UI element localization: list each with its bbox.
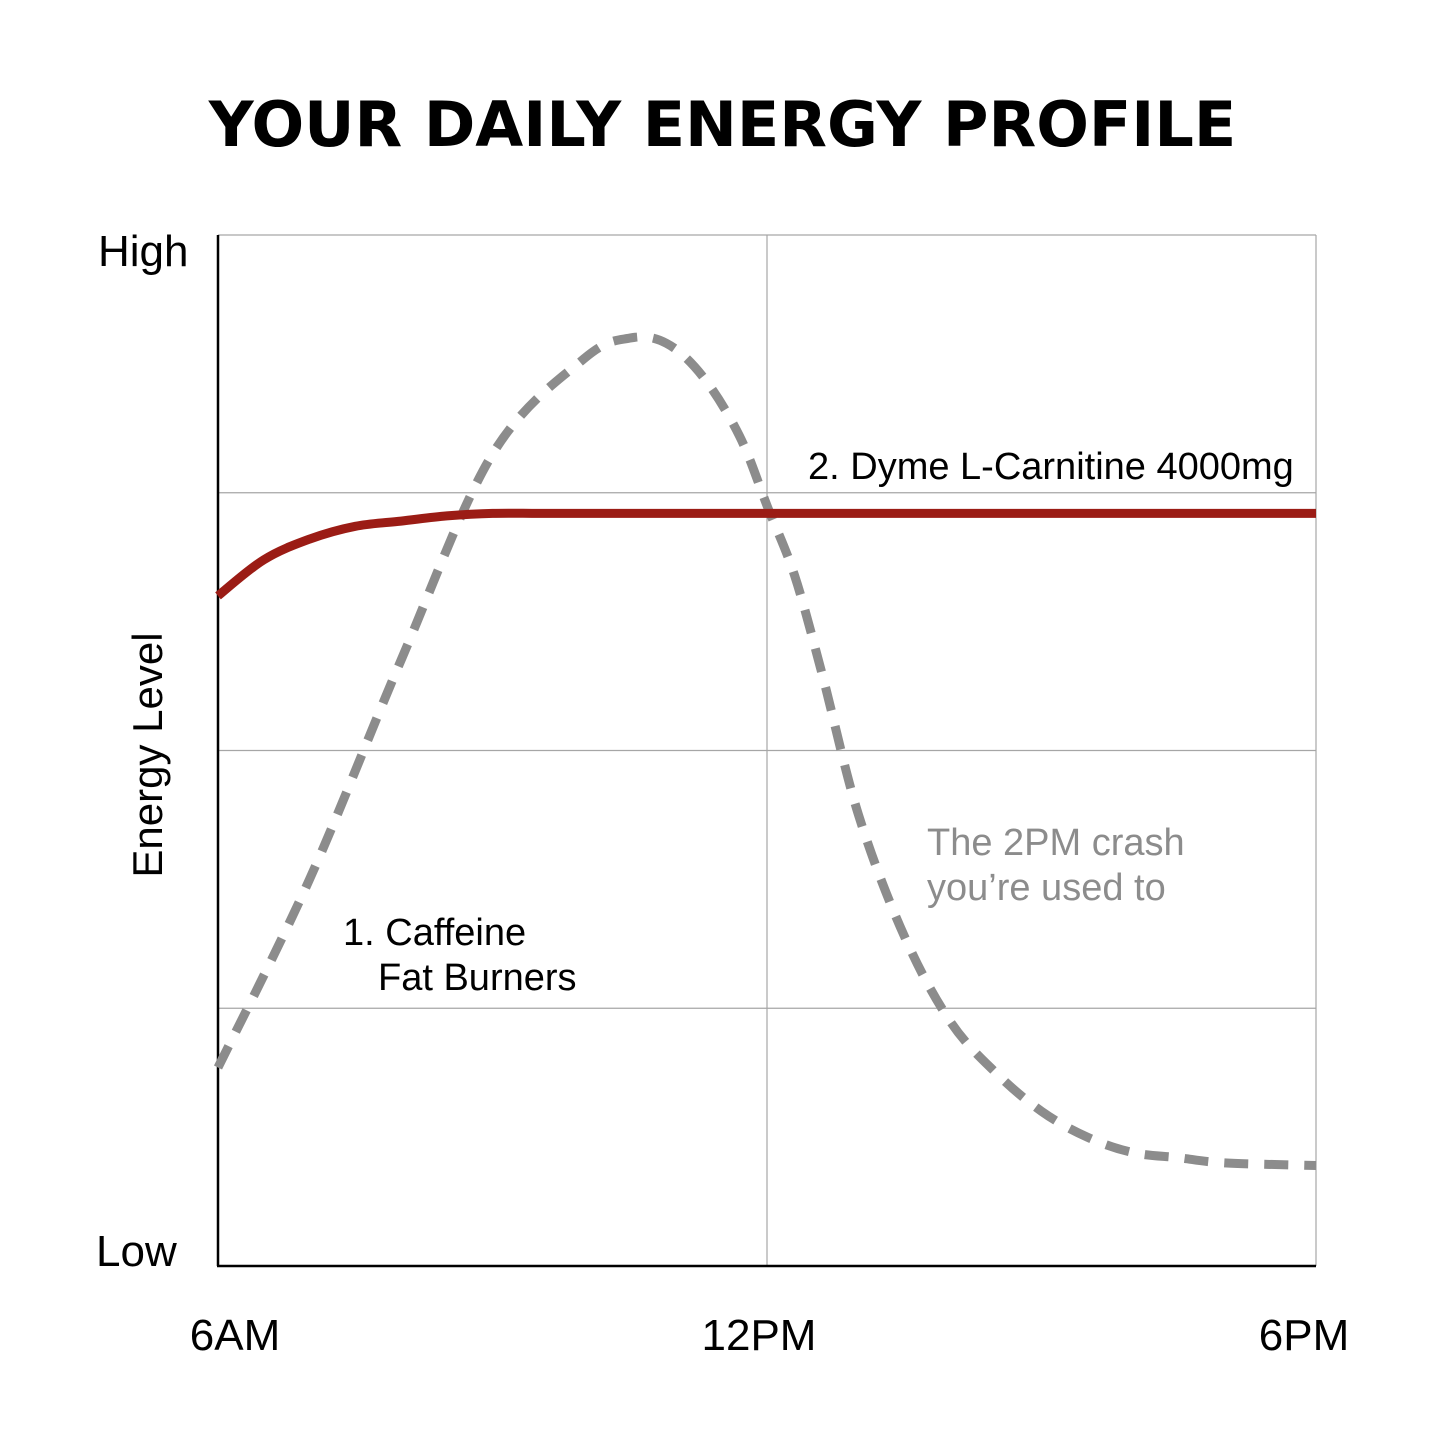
- series-line-carnitine: [215, 508, 1316, 600]
- series-layer: [213, 332, 1317, 1170]
- series-line-caffeine: [213, 332, 1317, 1170]
- y-tick-label-high: High: [98, 227, 189, 276]
- annotation-caffeine-line1: 1. Caffeine: [343, 912, 526, 954]
- y-axis-label: Energy Level: [124, 632, 171, 877]
- annotation-caffeine-line2: Fat Burners: [378, 957, 577, 999]
- x-tick-label-6pm: 6PM: [1259, 1311, 1349, 1360]
- chart-title: YOUR DAILY ENERGY PROFILE: [208, 88, 1237, 161]
- x-tick-label-12pm: 12PM: [702, 1311, 817, 1360]
- axes: [216, 235, 1316, 1268]
- x-tick-label-6am: 6AM: [190, 1311, 280, 1360]
- annotation-crash-line2: you’re used to: [927, 867, 1166, 909]
- annotation-crash-line1: The 2PM crash: [927, 822, 1185, 864]
- annotation-carnitine: 2. Dyme L-Carnitine 4000mg: [808, 446, 1294, 488]
- grid: [218, 234, 1317, 1266]
- y-tick-label-low: Low: [96, 1227, 177, 1276]
